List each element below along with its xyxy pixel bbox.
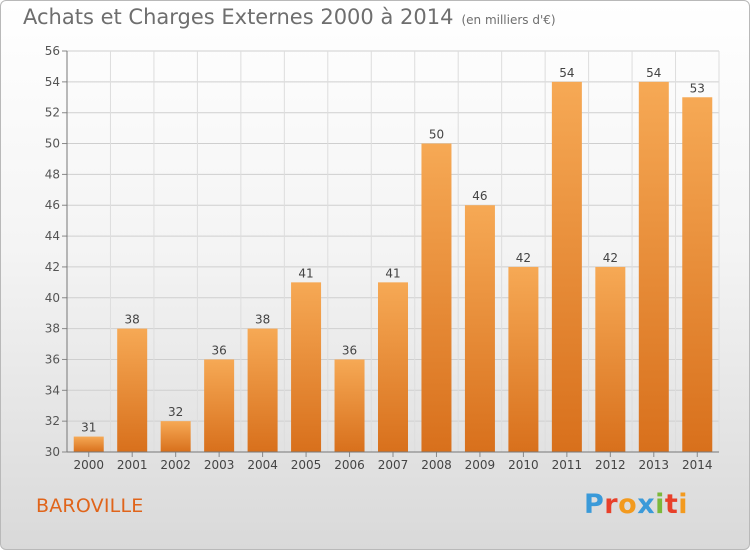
data-label: 54 <box>646 66 661 80</box>
chart-title-text: Achats et Charges Externes 2000 à 2014 <box>23 5 454 29</box>
bar <box>334 359 365 452</box>
y-tick-label: 50 <box>45 137 60 151</box>
bar <box>508 266 539 452</box>
data-label: 32 <box>168 405 183 419</box>
data-label: 38 <box>125 313 140 327</box>
bar <box>73 436 104 452</box>
data-label: 42 <box>603 251 618 265</box>
bar <box>204 359 235 452</box>
data-label: 36 <box>211 343 226 357</box>
x-tick-label: 2010 <box>508 458 539 472</box>
x-tick-label: 2001 <box>117 458 148 472</box>
commune-name: BAROVILLE <box>36 495 144 517</box>
y-tick-label: 46 <box>45 198 60 212</box>
x-tick-label: 2000 <box>73 458 104 472</box>
y-tick-label: 30 <box>45 445 60 459</box>
logo-letter: t <box>664 489 679 520</box>
x-tick-label: 2003 <box>204 458 235 472</box>
logo-letter: o <box>618 489 638 520</box>
chart-unit: (en milliers d'€) <box>461 13 556 27</box>
x-tick-label: 2004 <box>247 458 278 472</box>
x-tick-label: 2005 <box>291 458 322 472</box>
y-tick-label: 56 <box>45 44 60 58</box>
logo-letter: i <box>655 489 665 520</box>
y-tick-label: 32 <box>45 414 60 428</box>
proxiti-logo: Proxiti <box>584 489 688 520</box>
y-tick-label: 38 <box>45 322 60 336</box>
bar <box>378 282 408 452</box>
data-label: 50 <box>429 128 444 142</box>
x-tick-label: 2009 <box>465 458 496 472</box>
bar <box>551 81 582 452</box>
y-tick-label: 44 <box>45 229 60 243</box>
data-label: 53 <box>690 81 705 95</box>
data-label: 42 <box>516 251 531 265</box>
bar <box>682 97 713 453</box>
bar <box>638 81 669 452</box>
x-tick-label: 2013 <box>639 458 670 472</box>
x-tick-label: 2008 <box>421 458 452 472</box>
bar <box>247 328 278 452</box>
bar <box>595 266 626 452</box>
data-label: 46 <box>472 189 487 203</box>
data-label: 54 <box>559 66 574 80</box>
data-label: 41 <box>298 266 313 280</box>
logo-letter: P <box>584 489 605 520</box>
y-tick-label: 36 <box>45 352 60 366</box>
bar <box>117 328 148 452</box>
x-tick-label: 2014 <box>682 458 713 472</box>
data-label: 41 <box>385 266 400 280</box>
y-tick-label: 40 <box>45 291 60 305</box>
bar <box>291 282 322 452</box>
y-tick-label: 42 <box>45 260 60 274</box>
logo-letter: x <box>637 489 656 520</box>
data-label: 31 <box>81 421 96 435</box>
chart-title: Achats et Charges Externes 2000 à 2014 (e… <box>23 5 556 29</box>
x-tick-label: 2006 <box>334 458 365 472</box>
x-tick-label: 2012 <box>595 458 626 472</box>
logo-letter: i <box>678 489 689 520</box>
bar <box>464 205 495 452</box>
data-label: 36 <box>342 343 357 357</box>
y-tick-label: 52 <box>45 106 60 120</box>
bar <box>421 143 452 453</box>
x-tick-label: 2002 <box>160 458 191 472</box>
y-tick-label: 48 <box>45 167 60 181</box>
x-tick-label: 2007 <box>378 458 409 472</box>
data-label: 38 <box>255 313 270 327</box>
x-tick-label: 2011 <box>552 458 583 472</box>
y-tick-label: 34 <box>45 383 60 397</box>
bar <box>160 421 191 452</box>
y-tick-label: 54 <box>45 75 60 89</box>
logo-letter: r <box>604 489 619 520</box>
